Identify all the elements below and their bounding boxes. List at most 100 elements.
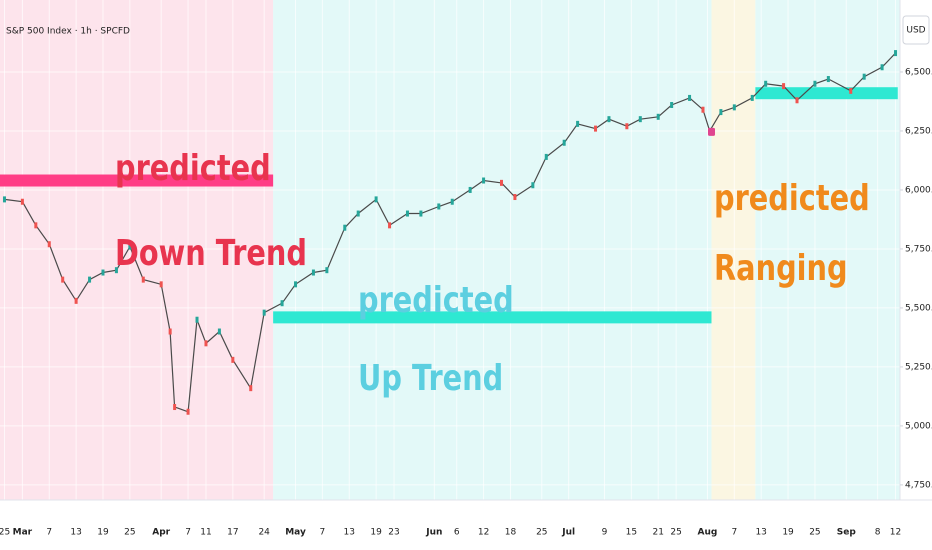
candle: [782, 83, 786, 90]
candle: [862, 73, 866, 80]
trend-region: [711, 0, 756, 500]
candle: [141, 276, 145, 283]
candle: [61, 276, 65, 283]
level-band: [755, 87, 898, 100]
marks-layer: [0, 50, 898, 415]
x-tick-label: 12: [890, 528, 901, 538]
time-axis-panel: [0, 500, 932, 550]
x-tick-label: 25: [124, 528, 135, 538]
y-tick-label: 5,250.00: [905, 362, 932, 372]
annotation-text: predicted: [358, 279, 514, 321]
x-tick-label: Sep: [837, 528, 857, 538]
candle: [231, 356, 235, 363]
annotation-text: predicted: [714, 177, 870, 219]
x-tick-label: 25: [536, 528, 547, 538]
y-tick-label: 4,750.00: [905, 480, 932, 490]
x-tick-label: 25: [809, 528, 820, 538]
grid-layer: [3, 0, 897, 500]
x-tick-label: 19: [97, 528, 109, 538]
candle: [513, 194, 517, 201]
level-band: [0, 174, 274, 187]
candle: [186, 408, 190, 415]
candle: [34, 222, 38, 229]
candle: [405, 210, 409, 217]
candle: [688, 94, 692, 101]
x-tick-label: 24: [258, 528, 270, 538]
price-line: [4, 52, 896, 413]
candle: [719, 109, 723, 116]
candle: [280, 300, 284, 307]
x-tick-label: Aug: [698, 528, 718, 538]
candle: [607, 116, 611, 123]
candle: [2, 196, 6, 203]
x-tick-label: Mar: [13, 528, 33, 538]
y-tick-label: 5,000.00: [905, 421, 932, 431]
x-tick-label: 8: [875, 528, 881, 538]
annotation-layer: predicted Down Trend predicted Up Trend pred…: [115, 147, 870, 399]
candle: [159, 281, 163, 288]
candle: [576, 120, 580, 127]
candle: [826, 76, 830, 83]
x-tick-label: Jun: [425, 528, 442, 538]
x-tick-label: 23: [388, 528, 399, 538]
y-tick-label: 6,000.00: [905, 185, 932, 195]
candle: [894, 50, 898, 57]
candle: [638, 116, 642, 123]
candle: [419, 210, 423, 217]
candle: [88, 276, 92, 283]
annotation-text: predicted: [115, 147, 271, 189]
candle: [294, 281, 298, 288]
x-tick-label: 21: [652, 528, 663, 538]
candle: [195, 316, 199, 323]
candle: [544, 153, 548, 160]
signal-marker: [707, 127, 715, 136]
background-layer: [0, 0, 900, 500]
candle: [499, 179, 503, 186]
x-tick-label: 25: [0, 528, 10, 538]
x-tick-label: 25: [670, 528, 681, 538]
level-band: [273, 311, 712, 324]
candle: [625, 123, 629, 130]
candle: [450, 198, 454, 205]
y-tick-label: 5,500.00: [905, 303, 932, 313]
currency-label[interactable]: USD: [906, 26, 925, 36]
x-tick-label: 13: [344, 528, 355, 538]
candle: [204, 340, 208, 347]
x-tick-label: 7: [320, 528, 326, 538]
candle: [356, 210, 360, 217]
y-tick-label: 6,500.00: [905, 67, 932, 77]
x-tick-label: 18: [505, 528, 517, 538]
candle: [656, 113, 660, 120]
candle: [388, 222, 392, 229]
trend-region: [0, 0, 274, 500]
candle: [325, 267, 329, 274]
candle: [217, 328, 221, 335]
candle: [343, 224, 347, 231]
x-tick-label: 12: [478, 528, 489, 538]
candle: [849, 87, 853, 94]
x-tick-label: 6: [454, 528, 460, 538]
candle: [311, 269, 315, 276]
candle: [482, 177, 486, 184]
candle: [795, 97, 799, 104]
annotation-text: Up Trend: [358, 357, 503, 399]
candle: [128, 243, 132, 250]
candle: [74, 297, 78, 304]
candle: [701, 106, 705, 113]
currency-button[interactable]: [902, 15, 930, 45]
y-tick-label: 6,250.00: [905, 126, 932, 136]
candle: [20, 198, 24, 205]
x-tick-label: 19: [370, 528, 382, 538]
trend-region: [273, 0, 712, 500]
x-tick-label: Jul: [561, 528, 575, 538]
price-axis-panel: [900, 0, 932, 550]
x-tick-label: 9: [602, 528, 608, 538]
x-tick-label: 17: [227, 528, 238, 538]
x-tick-label: 19: [782, 528, 794, 538]
candle: [101, 269, 105, 276]
y-tick-label: 5,750.00: [905, 244, 932, 254]
annotation-text: Down Trend: [115, 232, 307, 274]
x-tick-label: Apr: [152, 528, 170, 538]
